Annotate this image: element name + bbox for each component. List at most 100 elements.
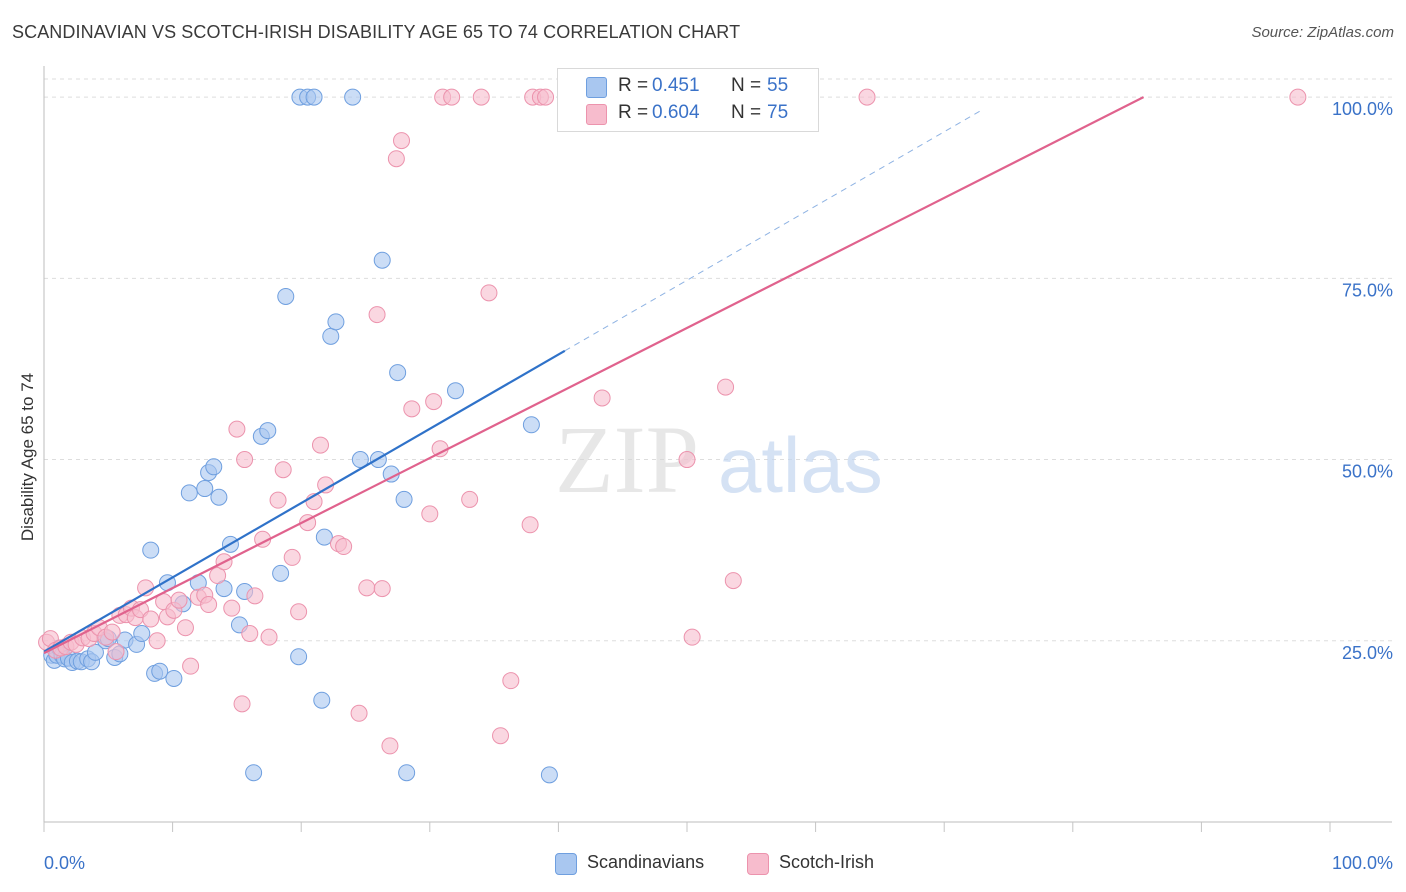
scandinavian-point [540, 766, 558, 784]
scandinavian-point [398, 764, 416, 782]
scotch-irish-point [421, 505, 439, 523]
scotch-irish-point [368, 306, 386, 324]
legend-swatch-pink [747, 853, 769, 875]
scotch-irish-point [431, 440, 449, 458]
scotch-irish-point [381, 737, 399, 755]
scotch-irish-point [683, 628, 701, 646]
scotch-irish-point [103, 623, 121, 641]
legend-r-value: 0.451 [652, 75, 700, 96]
scandinavian-point [210, 488, 228, 506]
grid-lines [44, 78, 1392, 642]
scandinavian-point [180, 484, 198, 502]
axes [43, 66, 1392, 832]
scotch-irish-point [443, 88, 461, 106]
scotch-irish-point [492, 727, 510, 745]
y-tick-label: 25.0% [1342, 643, 1393, 663]
trend-lines [43, 96, 1145, 655]
scotch-irish-point [335, 538, 353, 556]
scotch-irish-point [269, 491, 287, 509]
scotch-irish-point [472, 88, 490, 106]
scotch-irish-point [480, 284, 498, 302]
scandinavian-point [259, 422, 277, 440]
scandinavian-point [196, 480, 214, 498]
scandinavian-point [205, 458, 223, 476]
legend-swatch-blue [555, 853, 577, 875]
scotch-irish-point [260, 628, 278, 646]
legend-r-value: 0.604 [652, 102, 700, 123]
scotch-irish-point [209, 567, 227, 585]
scotch-irish-point [200, 596, 218, 614]
scandinavian-point [522, 416, 540, 434]
y-axis-label: Disability Age 65 to 74 [18, 373, 37, 541]
scandinavian-point [315, 528, 333, 546]
scotch-irish-point [170, 591, 188, 609]
chart-title: SCANDINAVIAN VS SCOTCH-IRISH DISABILITY … [12, 22, 741, 42]
scandinavian-point [272, 564, 290, 582]
scotch-irish-point [373, 580, 391, 598]
scotch-irish-point [537, 88, 555, 106]
scandinavian-point [447, 382, 465, 400]
scandinavian-point [165, 669, 183, 687]
data-points [38, 88, 1307, 784]
scotch-irish-point [311, 436, 329, 454]
scotch-irish-point [393, 132, 411, 150]
legend-swatch-pink [586, 104, 607, 125]
scotch-irish-point [521, 516, 539, 534]
watermark-atlas: atlas [718, 421, 883, 509]
scotch-irish-point [717, 378, 735, 396]
scotch-irish-point [228, 420, 246, 438]
scotch-irish-point [387, 150, 405, 168]
y-tick-label: 50.0% [1342, 462, 1393, 482]
legend-n-label: N = [731, 102, 762, 123]
scandinavian-point [389, 364, 407, 382]
scandinavian-point [290, 648, 308, 666]
scandinavian-point [245, 764, 263, 782]
scotch-irish-point [148, 632, 166, 650]
scandinavian-point [277, 287, 295, 305]
scotch-irish-point [1289, 88, 1307, 106]
bottom-legend-label: Scotch-Irish [779, 852, 875, 872]
scotch-irish-point [593, 389, 611, 407]
scandinavian-point [395, 490, 413, 508]
scotch-irish-point [274, 461, 292, 479]
scandinavian-point [151, 662, 169, 680]
scandinavian-point [142, 541, 160, 559]
y-tick-label: 100.0% [1332, 99, 1393, 119]
tick-labels: 25.0% 50.0% 75.0% 100.0% 0.0% 100.0% [44, 99, 1393, 873]
scotch-irish-point [724, 572, 742, 590]
legend-box: R = 0.451 N = 55 R = 0.604 N = 75 [557, 68, 819, 132]
scotch-irish-point [176, 619, 194, 637]
scotch-irish-point [142, 610, 160, 628]
legend-swatch-blue [586, 77, 607, 98]
scandinavian-point [373, 251, 391, 269]
scotch-irish-point [502, 672, 520, 690]
scotch-irish-point [246, 587, 264, 605]
scotch-irish-point [236, 451, 254, 469]
scandinavian-point [313, 691, 331, 709]
scotch-irish-point [350, 704, 368, 722]
x-tick-label: 0.0% [44, 853, 85, 873]
x-tick-label: 100.0% [1332, 853, 1393, 873]
source-label: Source: ZipAtlas.com [1251, 24, 1394, 41]
scotch-irish-point [283, 548, 301, 566]
legend-n-label: N = [731, 75, 762, 96]
scotch-irish-point [223, 599, 241, 617]
scotch-irish-point [107, 643, 125, 661]
legend-r-label: R = [618, 102, 649, 123]
legend-n-value: 75 [767, 102, 789, 123]
scotch-irish-point [358, 579, 376, 597]
scotch-irish-point [461, 490, 479, 508]
scotch-irish-point [233, 695, 251, 713]
scandinavian-trend-line [43, 349, 566, 653]
scotch-irish-trend-line [43, 96, 1145, 655]
scandinavian-point [344, 88, 362, 106]
legend-n-value: 55 [767, 75, 789, 96]
scotch-irish-point [425, 393, 443, 411]
scandinavian-point [305, 88, 323, 106]
y-tick-label: 75.0% [1342, 280, 1393, 300]
legend-r-label: R = [618, 75, 649, 96]
scotch-irish-point [678, 451, 696, 469]
scandinavian-trend-line-extension [564, 108, 984, 352]
scandinavian-point [351, 451, 369, 469]
scandinavian-point [86, 643, 104, 661]
